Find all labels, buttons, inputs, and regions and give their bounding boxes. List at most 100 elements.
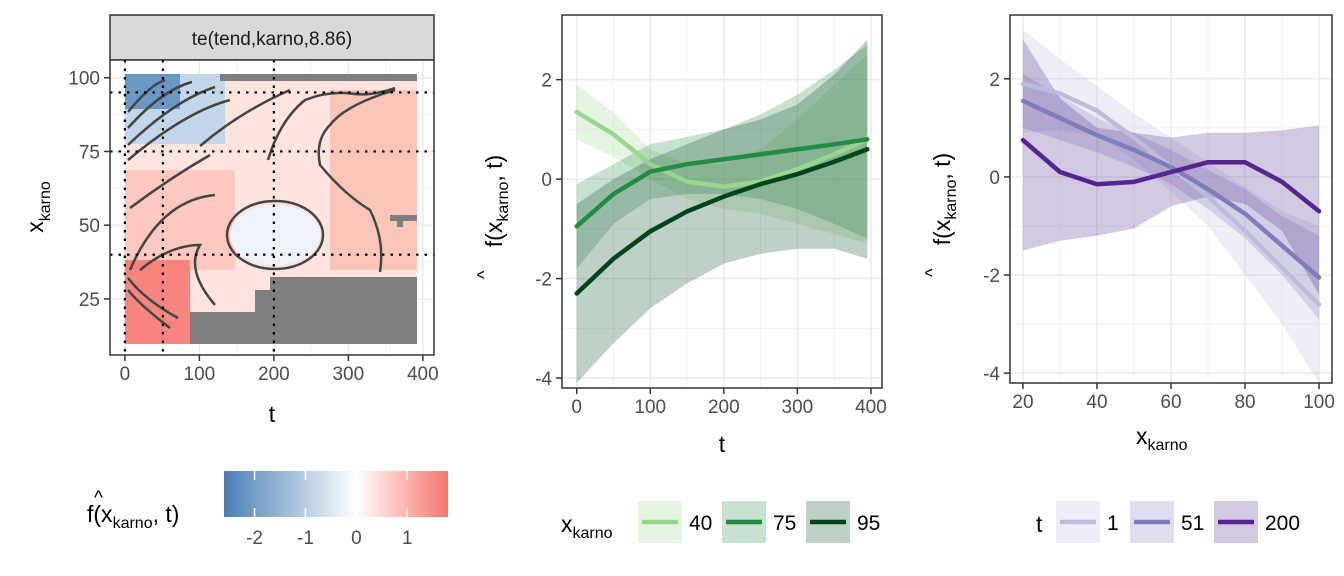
karno-axes: 20 40 60 80 100 -4 -2 0 2 xyxy=(983,70,1335,413)
karno-legend-title: t xyxy=(1036,511,1043,537)
excluded-small-bar xyxy=(390,215,417,221)
tend-effect-panel: 0 100 200 300 400-4-202 t ^ f(xkarno, t) xka… xyxy=(474,14,887,543)
contour-lines xyxy=(127,78,396,329)
colorbar-title-sub: karno xyxy=(113,515,153,532)
tend-axes: 0 100 200 300 400 -4 -2 0 2 xyxy=(535,71,887,418)
excluded-small-tick xyxy=(397,221,403,227)
contour-line xyxy=(127,289,171,329)
heatmap-panel: te(tend,karno,8.86) xyxy=(22,14,439,427)
karno-legend-keys: 1 51 200 xyxy=(1056,501,1300,543)
karno-effect-panel: 20 40 60 80 100-4-202 xkarno ^ f(xkarno, t) … xyxy=(922,14,1335,543)
x-tick-label: 200 xyxy=(258,364,290,385)
reference-guide-lines xyxy=(110,60,434,355)
strip-background xyxy=(109,14,435,61)
karno-y-axis-title: ^ f(xkarno, t) xyxy=(922,153,960,277)
confidence-band xyxy=(576,39,868,384)
contour-line xyxy=(127,80,193,129)
x-tick-label: 20 xyxy=(1012,392,1033,413)
y-tick-label: 25 xyxy=(79,290,100,311)
confidence-band xyxy=(576,44,868,269)
colorbar xyxy=(224,471,448,517)
colorbar-title-end: , t) xyxy=(153,501,180,527)
tend-y-axis-title-end: , t) xyxy=(481,155,507,182)
contour-line xyxy=(266,86,396,161)
contour-line xyxy=(127,78,166,113)
tend-y-axis-title: ^ f(xkarno, t) xyxy=(474,155,512,279)
heatmap-y-axis-title: xkarno xyxy=(22,181,54,233)
tend-legend: xkarno 40 75 95 xyxy=(561,501,880,543)
karno-y-axis-title-sub: karno xyxy=(943,180,960,220)
tend-legend-title-main: x xyxy=(561,511,573,537)
legend-label: 200 xyxy=(1265,512,1300,535)
tend-y-axis-title-text: f(xkarno, t) xyxy=(481,155,512,247)
tend-plot-background xyxy=(562,15,882,388)
colorbar-tick-label: 0 xyxy=(351,528,362,549)
heatmap-y-axis-title-main: x xyxy=(22,221,48,233)
heatmap-right-warm xyxy=(330,90,417,270)
karno-x-axis-title-main: x xyxy=(1136,423,1148,449)
x-tick-label: 80 xyxy=(1234,392,1255,413)
x-tick-label: 0 xyxy=(120,364,131,385)
excluded-bottom-step-2 xyxy=(255,290,275,344)
series-line xyxy=(1020,137,1322,214)
colorbar-tick-label: -1 xyxy=(297,528,314,549)
tend-legend-title: xkarno xyxy=(561,511,613,542)
karno-y-axis-title-text: f(xkarno, t) xyxy=(929,153,960,245)
x-tick-label: 40 xyxy=(1086,392,1107,413)
series-line xyxy=(574,147,870,296)
tend-legend-keys: 40 75 95 xyxy=(638,501,880,543)
x-tick-label: 60 xyxy=(1160,392,1181,413)
heatmap-center-cool xyxy=(230,205,320,265)
x-tick-label: 100 xyxy=(1303,392,1335,413)
legend-label: 95 xyxy=(857,512,880,535)
karno-y-axis-title-hat: ^ xyxy=(922,268,942,277)
y-tick-label: -4 xyxy=(535,369,552,390)
excluded-top-bar xyxy=(220,74,417,81)
colorbar-title: f(xkarno, t) xyxy=(87,501,179,532)
x-tick-label: 300 xyxy=(782,397,814,418)
colorbar-title-main: f(x xyxy=(87,501,113,527)
contour-line xyxy=(139,243,216,306)
heatmap-bottom-left-hot xyxy=(125,260,190,344)
x-tick-label: 400 xyxy=(407,364,439,385)
tend-x-axis-title: t xyxy=(719,431,726,457)
contour-line xyxy=(127,98,231,161)
karno-y-axis-title-main: f(x xyxy=(929,219,955,245)
series-line xyxy=(1020,98,1322,280)
heatmap-y-axis-title-text: xkarno xyxy=(22,181,54,233)
tend-y-axis-title-sub: karno xyxy=(495,182,512,222)
karno-legend: t 1 51 200 xyxy=(1036,501,1300,543)
karno-x-axis-title-sub: karno xyxy=(1148,437,1188,454)
contour-line xyxy=(225,199,325,271)
y-tick-label: 0 xyxy=(541,170,552,191)
heatmap-y-axis-title-sub: karno xyxy=(37,181,54,221)
contour-line xyxy=(199,88,291,147)
series-line xyxy=(574,109,870,189)
confidence-band xyxy=(1022,29,1320,383)
x-tick-label: 100 xyxy=(634,397,666,418)
heatmap-left-warm xyxy=(125,170,235,270)
contour-line xyxy=(129,153,211,210)
x-tick-label: 200 xyxy=(708,397,740,418)
legend-label: 40 xyxy=(689,512,712,535)
x-tick-label: 0 xyxy=(571,397,582,418)
colorbar-ticks: -2 -1 0 1 xyxy=(246,471,413,549)
legend-label: 51 xyxy=(1181,512,1204,535)
y-tick-label: 50 xyxy=(79,216,100,237)
karno-y-axis-title-end: , t) xyxy=(929,153,955,180)
tend-y-axis-title-main: f(x xyxy=(481,221,507,247)
contour-line xyxy=(127,85,216,146)
y-tick-label: -2 xyxy=(535,270,552,291)
x-tick-label: 400 xyxy=(855,397,887,418)
tend-legend-title-sub: karno xyxy=(573,525,613,542)
heatmap-panel-border xyxy=(109,59,435,356)
y-tick-label: -2 xyxy=(983,266,1000,287)
y-tick-label: 100 xyxy=(68,69,100,90)
contour-line xyxy=(127,277,179,320)
series-line xyxy=(574,137,870,229)
colorbar-tick-label: -2 xyxy=(246,528,263,549)
colorbar-tick-label: 1 xyxy=(402,528,413,549)
colorbar-title-hat: ^ xyxy=(94,488,103,509)
legend-label: 75 xyxy=(773,512,796,535)
